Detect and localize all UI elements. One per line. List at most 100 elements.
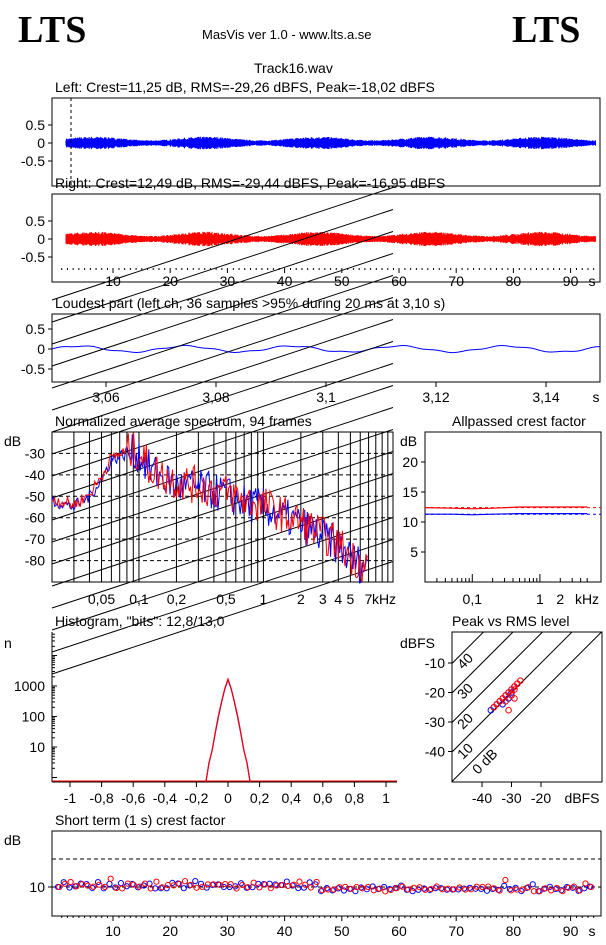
peak-rms-diagonals [452,632,602,782]
spectrum-slope-line [51,186,394,301]
short-crest-xtick-label: 80 [506,923,522,939]
spectrum-ylabel: dB [4,433,21,449]
short-crest-point-right [513,886,520,893]
short-crest-point-right [565,884,572,891]
short-crest-point-right [553,884,560,892]
histogram-xtick-label: -0,8 [90,790,114,806]
short-crest-point-left [152,885,159,892]
spectrum-line-right [51,432,368,582]
short-crest-point-right [559,888,566,895]
short-crest-point-right [130,881,137,888]
short-crest-point-right [216,881,223,888]
short-crest-point-right [393,885,400,892]
right-waveform-ytick-label: 0 [37,231,45,247]
spectrum-slope-line [51,560,394,675]
time-axis-label: 80 [506,273,522,289]
short-crest-point-right [433,883,440,890]
short-crest-point-right [90,883,97,890]
short-crest-point-left [506,886,513,893]
short-crest-point-right [439,886,446,893]
short-crest-point-right [422,886,429,893]
short-crest-point-right [210,881,217,888]
short-crest-point-right [588,883,595,891]
short-crest-point-left [358,884,365,891]
spectrum-xtick-label: 1 [260,591,268,607]
histogram-xtick-label: 1 [382,790,390,806]
short-crest-point-right [410,884,417,891]
left-waveform-ytick-label: -0.5 [21,153,45,169]
spectrum-slope-line [51,296,394,411]
short-crest-point-left [192,877,199,885]
time-axis-label: 40 [277,273,293,289]
short-crest-point-left [501,882,508,889]
allpass-ytick-label: 20 [402,454,418,470]
short-crest-point-right [170,882,177,889]
short-crest-point-right [319,887,326,894]
short-crest-ylabel: dB [4,832,21,848]
allpass-ylabel: dB [400,433,417,449]
spectrum-ytick-label: -80 [25,553,45,569]
spectrum-xunit: kHz [372,591,396,607]
short-crest-point-right [462,886,469,893]
peak-rms-frame [451,631,603,783]
peak-rms-ylabel: dBFS [400,635,435,651]
spectrum-xtick-label: 0,5 [216,591,236,607]
short-crest-ytick-label: 10 [29,879,45,895]
short-crest-point-right [313,878,320,886]
spectrum-ytick-label: -50 [25,488,45,504]
peak-rms-diag-label: 30 [454,680,476,702]
short-crest-point-right [496,887,503,894]
right-waveform-title: Right: Crest=12,49 dB, RMS=-29,44 dBFS, … [55,175,445,191]
spectrum-xtick-label: 2 [297,591,305,607]
short-crest-point-right [250,879,257,886]
peak-rms-point-right [502,698,509,705]
left-waveform-title: Left: Crest=11,25 dB, RMS=-29,26 dBFS, P… [55,79,435,95]
short-crest-point-right [119,885,126,892]
short-crest-point-right [56,883,63,891]
histogram-line-left [205,677,251,783]
spectrum-xtick-label: 3 [319,591,327,607]
time-axis-label: 20 [162,273,178,289]
spectrum-slope-line [51,406,394,521]
short-crest-point-right [445,885,452,892]
peak-rms-xtick-label: -40 [472,790,492,806]
short-crest-point-right [324,886,332,893]
time-axis-label: 50 [334,273,350,289]
short-crest-point-left [272,881,279,888]
short-crest-point-left [426,886,433,894]
peak-rms-diagonal [452,632,573,753]
time-axis-label: 60 [391,273,407,289]
short-crest-point-right [467,886,475,893]
short-crest-point-right [296,878,303,885]
short-crest-point-left [197,880,205,887]
short-crest-point-left [443,886,451,893]
spectrum-slope-line [51,252,394,367]
allpass-ytick-label: 15 [402,484,418,500]
short-crest-point-right [147,885,154,892]
short-crest-point-left [66,884,73,891]
histogram-xtick-label: 0,8 [345,790,365,806]
loudest-xtick-label: 3,12 [422,389,449,405]
short-crest-point-right [227,881,234,888]
short-crest-point-right [473,883,480,890]
short-crest-point-right [273,882,280,889]
histogram-xtick-label: -0,4 [153,790,177,806]
spectrum-ytick-label: -70 [25,531,45,547]
spectrum-xtick-label: 0,2 [167,591,187,607]
spectrum-xtick-label: 0,1 [129,591,149,607]
short-crest-point-right [233,885,240,892]
left-waveform-ytick-label: 0 [37,135,45,151]
right-waveform-frame [51,193,601,283]
short-crest-point-right [485,883,492,890]
right-waveform-ytick-label: 0.5 [26,213,46,229]
short-crest-point-right [113,884,120,892]
short-crest-point-right [244,884,252,891]
histogram-xtick-label: -1 [64,790,77,806]
short-crest-point-right [302,881,309,888]
short-crest-point-right [347,885,355,892]
right-waveform-signal [65,231,596,247]
short-crest-point-left [283,878,290,885]
short-crest-point-right [267,885,274,892]
short-crest-point-left [563,883,571,891]
short-crest-point-right [67,878,74,886]
